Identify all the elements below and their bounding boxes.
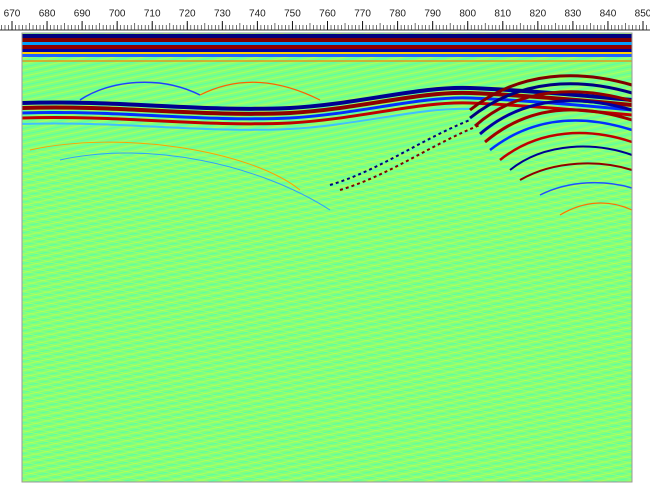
ruler-label: 710 [144, 9, 161, 20]
ruler-label: 820 [529, 9, 546, 20]
ruler-label: 690 [74, 9, 91, 20]
ruler-label: 720 [179, 9, 196, 20]
reflector [21, 81, 633, 211]
band [22, 45, 632, 49]
band [22, 34, 632, 38]
ruler-label: 670 [4, 9, 21, 20]
ruler-label: 840 [600, 9, 617, 20]
image-texture [22, 150, 632, 482]
image-frame [21, 32, 633, 483]
ruler-label: 780 [389, 9, 406, 20]
ruler-label: 680 [39, 9, 56, 20]
ruler-label: 730 [214, 9, 231, 20]
band [22, 60, 632, 62]
ruler-label: 750 [284, 9, 301, 20]
ruler-label: 760 [319, 9, 336, 20]
band [22, 49, 632, 52]
ruler-label: 770 [354, 9, 371, 20]
band [22, 52, 632, 54]
ruler-label: 850 [635, 9, 650, 20]
band [22, 42, 632, 45]
band [22, 54, 632, 57]
ruler-label: 810 [494, 9, 511, 20]
image [21, 32, 633, 483]
ruler-label: 800 [459, 9, 476, 20]
hyperbolas [469, 74, 633, 216]
band [22, 38, 632, 42]
ruler-label: 790 [424, 9, 441, 20]
ruler-label: 700 [109, 9, 126, 20]
ruler-label: 740 [249, 9, 266, 20]
ruler-label: 830 [565, 9, 582, 20]
